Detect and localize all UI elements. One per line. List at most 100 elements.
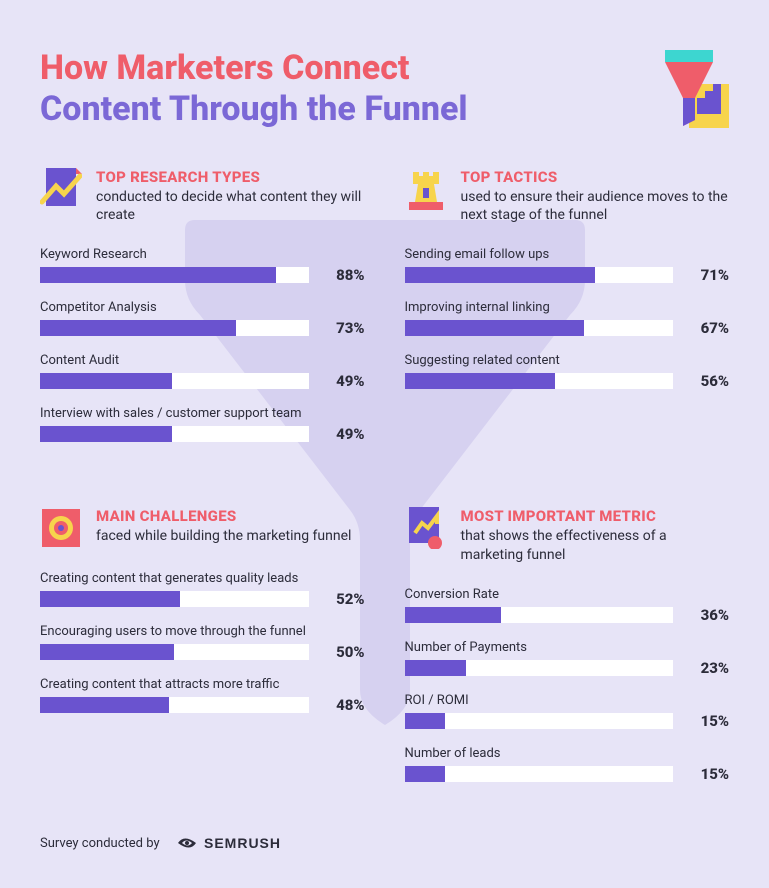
bar-percent: 36% bbox=[685, 606, 729, 624]
bar-item: Creating content that generates quality … bbox=[40, 571, 365, 608]
bar-label: Interview with sales / customer support … bbox=[40, 406, 365, 421]
bar-fill bbox=[405, 766, 445, 782]
bar-fill bbox=[405, 607, 502, 623]
bar-fill bbox=[405, 713, 445, 729]
bar-label: ROI / ROMI bbox=[405, 693, 730, 708]
bar-percent: 71% bbox=[685, 266, 729, 284]
bar-track bbox=[40, 591, 309, 607]
bar-item: Improving internal linking 67% bbox=[405, 300, 730, 337]
bar-label: Suggesting related content bbox=[405, 353, 730, 368]
bar-percent: 67% bbox=[685, 319, 729, 337]
rook-icon bbox=[405, 168, 447, 210]
bar-percent: 48% bbox=[321, 696, 365, 714]
sections-grid: TOP RESEARCH TYPES conducted to decide w… bbox=[40, 168, 729, 800]
bar-label: Conversion Rate bbox=[405, 587, 730, 602]
bar-percent: 23% bbox=[685, 659, 729, 677]
bar-fill bbox=[40, 267, 276, 283]
bar-item: Creating content that attracts more traf… bbox=[40, 677, 365, 714]
section-title: MAIN CHALLENGES bbox=[96, 507, 351, 525]
bar-item: Encouraging users to move through the fu… bbox=[40, 624, 365, 661]
bar-list: Conversion Rate 36% Number of Payments 2… bbox=[405, 587, 730, 783]
header: How Marketers Connect Content Through th… bbox=[40, 48, 729, 130]
funnel-art-icon bbox=[649, 48, 729, 128]
bar-fill bbox=[405, 660, 467, 676]
footer: Survey conducted by SEMRUSH bbox=[40, 832, 306, 854]
section-research: TOP RESEARCH TYPES conducted to decide w… bbox=[40, 168, 365, 460]
bar-fill bbox=[405, 267, 596, 283]
section-challenges: MAIN CHALLENGES faced while building the… bbox=[40, 507, 365, 799]
bar-label: Content Audit bbox=[40, 353, 365, 368]
bar-fill bbox=[40, 320, 236, 336]
section-head: TOP RESEARCH TYPES conducted to decide w… bbox=[40, 168, 365, 226]
bar-track bbox=[405, 713, 674, 729]
bar-percent: 88% bbox=[321, 266, 365, 284]
bar-fill bbox=[405, 320, 585, 336]
section-head: TOP TACTICS used to ensure their audienc… bbox=[405, 168, 730, 226]
section-subtitle: faced while building the marketing funne… bbox=[96, 527, 351, 546]
bar-percent: 15% bbox=[685, 712, 729, 730]
section-title: TOP RESEARCH TYPES bbox=[96, 168, 365, 186]
target-icon bbox=[40, 507, 82, 549]
bar-label: Number of Payments bbox=[405, 640, 730, 655]
bar-label: Number of leads bbox=[405, 746, 730, 761]
bar-track bbox=[405, 660, 674, 676]
bar-fill bbox=[40, 644, 174, 660]
bar-track bbox=[40, 426, 309, 442]
bar-fill bbox=[40, 591, 180, 607]
bar-track bbox=[40, 373, 309, 389]
bar-fill bbox=[405, 373, 555, 389]
bar-track bbox=[40, 644, 309, 660]
growth-icon bbox=[405, 507, 447, 549]
title-line-2: Content Through the Funnel bbox=[40, 89, 468, 129]
bar-track bbox=[40, 267, 309, 283]
bar-label: Keyword Research bbox=[40, 247, 365, 262]
infographic-page: How Marketers Connect Content Through th… bbox=[0, 0, 769, 888]
bar-item: Sending email follow ups 71% bbox=[405, 247, 730, 284]
bar-track bbox=[405, 320, 674, 336]
bar-item: Competitor Analysis 73% bbox=[40, 300, 365, 337]
bar-label: Improving internal linking bbox=[405, 300, 730, 315]
bar-label: Encouraging users to move through the fu… bbox=[40, 624, 365, 639]
bar-track bbox=[40, 697, 309, 713]
section-metric: MOST IMPORTANT METRIC that shows the eff… bbox=[405, 507, 730, 799]
bar-label: Sending email follow ups bbox=[405, 247, 730, 262]
bar-item: Conversion Rate 36% bbox=[405, 587, 730, 624]
bar-item: Number of Payments 23% bbox=[405, 640, 730, 677]
section-title: TOP TACTICS bbox=[461, 168, 730, 186]
section-title: MOST IMPORTANT METRIC bbox=[461, 507, 730, 525]
bar-percent: 50% bbox=[321, 643, 365, 661]
bar-percent: 15% bbox=[685, 765, 729, 783]
page-title: How Marketers Connect Content Through th… bbox=[40, 48, 468, 130]
bar-percent: 52% bbox=[321, 590, 365, 608]
bar-track bbox=[405, 766, 674, 782]
bar-track bbox=[405, 607, 674, 623]
bar-item: Interview with sales / customer support … bbox=[40, 406, 365, 443]
bar-item: Keyword Research 88% bbox=[40, 247, 365, 284]
section-head: MOST IMPORTANT METRIC that shows the eff… bbox=[405, 507, 730, 565]
bar-label: Creating content that generates quality … bbox=[40, 571, 365, 586]
bar-item: Number of leads 15% bbox=[405, 746, 730, 783]
section-tactics: TOP TACTICS used to ensure their audienc… bbox=[405, 168, 730, 460]
bar-percent: 73% bbox=[321, 319, 365, 337]
bar-fill bbox=[40, 426, 172, 442]
bar-item: Suggesting related content 56% bbox=[405, 353, 730, 390]
bar-percent: 49% bbox=[321, 425, 365, 443]
title-line-1: How Marketers Connect bbox=[40, 48, 410, 88]
bar-fill bbox=[40, 697, 169, 713]
footer-text: Survey conducted by bbox=[40, 836, 160, 851]
bar-item: ROI / ROMI 15% bbox=[405, 693, 730, 730]
bar-label: Creating content that attracts more traf… bbox=[40, 677, 365, 692]
bar-track bbox=[405, 373, 674, 389]
chart-arrow-icon bbox=[40, 168, 82, 210]
bar-fill bbox=[40, 373, 172, 389]
bar-track bbox=[405, 267, 674, 283]
section-subtitle: used to ensure their audience moves to t… bbox=[461, 188, 730, 226]
bar-list: Keyword Research 88% Competitor Analysis… bbox=[40, 247, 365, 443]
section-subtitle: conducted to decide what content they wi… bbox=[96, 188, 365, 226]
bar-item: Content Audit 49% bbox=[40, 353, 365, 390]
bar-track bbox=[40, 320, 309, 336]
bar-list: Creating content that generates quality … bbox=[40, 571, 365, 714]
semrush-logo-icon: SEMRUSH bbox=[176, 832, 306, 854]
section-subtitle: that shows the effectiveness of a market… bbox=[461, 527, 730, 565]
svg-text:SEMRUSH: SEMRUSH bbox=[204, 835, 281, 851]
